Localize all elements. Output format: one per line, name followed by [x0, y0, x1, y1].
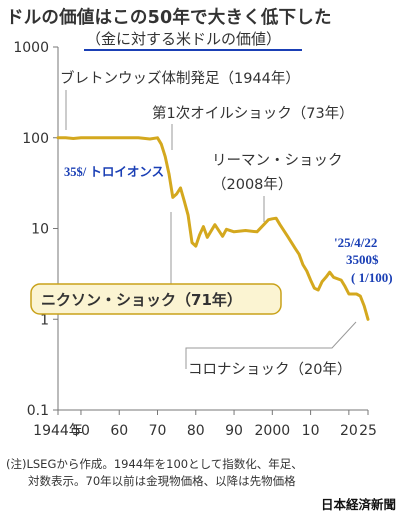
annotation-price-1944: 35$/ トロイオンス — [64, 165, 164, 179]
y-tick-label: 1 — [40, 312, 49, 328]
annotation-ratio-2025: ( 1/100) — [351, 270, 393, 285]
annotation-leaders — [65, 90, 357, 369]
y-tick-label: 0.1 — [27, 403, 49, 419]
x-tick-label: 2000 — [255, 423, 291, 439]
x-tick-label: 60 — [110, 423, 128, 439]
x-tick-label: 50 — [72, 423, 90, 439]
annotation-nixon: ニクソン・ショック（71年） — [41, 291, 242, 309]
chart-title: ドルの価値はこの50年で大きく低下した — [6, 8, 332, 28]
annotation-lehman: リーマン・ショック — [212, 152, 343, 169]
footnote-line-2: 対数表示。70年以前は金現物価格、以降は先物価格 — [28, 474, 296, 488]
x-tick-label: 25 — [359, 423, 377, 439]
footnote-line-1: (注)LSEGから作成。1944年を100として指数化、年足、 — [6, 457, 303, 471]
y-tick-label: 1000 — [13, 40, 49, 56]
annotation-oil-shock: 第1次オイルショック（73年） — [152, 104, 354, 122]
annotation-date-2025: '25/4/22 — [334, 235, 377, 250]
annotation-covid: コロナショック（20年） — [188, 361, 351, 378]
source-credit: 日本経済新聞 — [320, 497, 396, 512]
x-tick-label: 10 — [302, 423, 320, 439]
y-tick-label: 10 — [31, 222, 49, 238]
chart-subtitle: （金に対する米ドルの価値） — [86, 30, 282, 48]
y-tick-label: 100 — [22, 131, 49, 147]
x-tick-label: 70 — [149, 423, 167, 439]
annotation-leader-line — [185, 321, 357, 369]
series-line-dollar-value — [56, 136, 370, 321]
y-axis: 1000 100 10 1 0.1 — [13, 40, 59, 419]
subtitle-underline — [84, 49, 302, 51]
x-tick-label: 1944年 — [33, 423, 83, 439]
annotation-bretton-woods: ブレトンウッズ体制発足（1944年） — [60, 69, 300, 87]
annotation-price-2025: 3500$ — [346, 252, 379, 267]
annotation-nixon-box — [30, 283, 282, 315]
x-tick-label: 80 — [187, 423, 205, 439]
annotation-lehman-year: （2008年） — [212, 176, 292, 193]
footnote: (注)LSEGから作成。1944年を100として指数化、年足、 対数表示。70年… — [6, 456, 303, 490]
x-tick-label: 90 — [225, 423, 243, 439]
x-tick-label: 20 — [340, 423, 358, 439]
